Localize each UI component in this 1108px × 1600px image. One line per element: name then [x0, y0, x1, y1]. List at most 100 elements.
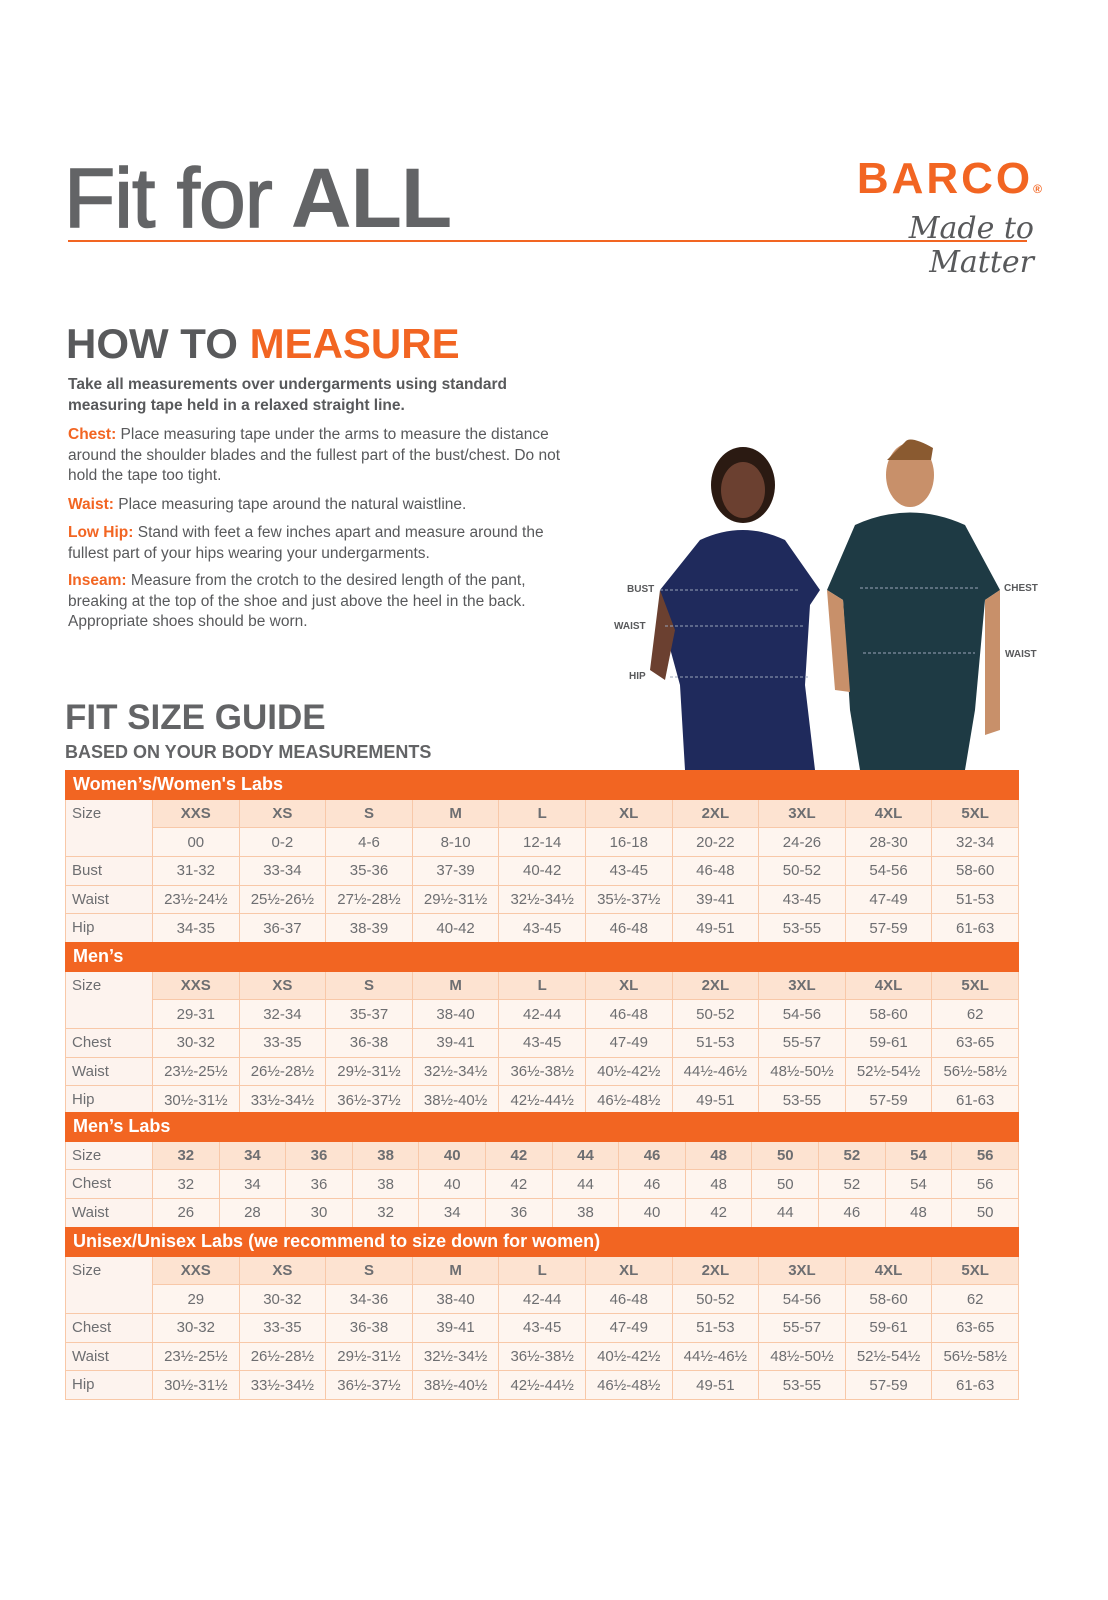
term: Chest:: [68, 426, 117, 443]
size-cell: 52: [818, 1140, 886, 1171]
size-cell: M: [411, 1255, 500, 1286]
value-cell: 57-59: [844, 1085, 933, 1116]
value-cell: 32: [152, 1169, 220, 1200]
size-cell: L: [498, 1255, 586, 1286]
value-cell: 44: [751, 1198, 820, 1228]
value-cell: 56: [951, 1169, 1019, 1200]
alt-size-cell: 00: [152, 827, 240, 858]
size-row: Size XXS XS S M L XL 2XL 3XL 4XL 5XL: [65, 970, 1019, 1030]
alt-size-cell: 32-34: [931, 827, 1019, 858]
size-cell: M: [411, 970, 500, 1001]
alt-size-row: 29 30-32 34-36 38-40 42-44 46-48 50-52 54-56 58-…: [66, 1284, 1019, 1315]
value-cell: 57-59: [844, 1370, 933, 1401]
models-figure: BUST WAIST HIP CHEST WAIST: [614, 439, 1038, 770]
value-cell: 30-32: [152, 1028, 240, 1058]
size-cell: XS: [238, 1255, 327, 1286]
measure-intro: Take all measurements over undergarments…: [68, 376, 508, 414]
alt-size-cell: 54-56: [758, 1284, 846, 1315]
table-row: Chest 30-32 33-35 36-38 39-41 43-45 47-49 51-53…: [65, 1028, 1019, 1058]
alt-size-cell: 16-18: [584, 827, 673, 858]
value-cell: 40-42: [498, 856, 586, 886]
value-cell: 23½-25½: [152, 1341, 240, 1372]
value-cell: 34-35: [152, 913, 240, 944]
alt-size-cell: 46-48: [584, 999, 673, 1030]
value-cell: 36: [285, 1169, 353, 1200]
value-cell: 23½-24½: [152, 884, 240, 915]
value-cell: 43-45: [758, 884, 846, 915]
size-cell: XXS: [152, 798, 240, 829]
size-cell: 5XL: [931, 798, 1019, 829]
value-cell: 33-35: [238, 1028, 327, 1058]
value-cell: 33-35: [238, 1313, 327, 1343]
value-cell: 36½-38½: [498, 1056, 586, 1087]
value-cell: 52½-54½: [844, 1341, 933, 1372]
alt-size-cell: 38-40: [411, 999, 500, 1030]
value-cell: 36-38: [325, 1313, 413, 1343]
alt-size-cell: 8-10: [411, 827, 500, 858]
value-cell: 57-59: [844, 913, 933, 944]
alt-size-row: 00 0-2 4-6 8-10 12-14 16-18 20-22 24-26 28-30 32-…: [66, 827, 1019, 858]
value-cell: 26: [152, 1198, 220, 1228]
value-cell: 42½-44½: [498, 1085, 586, 1116]
size-cell: 38: [351, 1140, 420, 1171]
size-cell: L: [498, 798, 586, 829]
value-cell: 34: [218, 1169, 287, 1200]
table-row: Hip 34-35 36-37 38-39 40-42 43-45 46-48 49-51 53…: [65, 913, 1019, 944]
size-cell: 36: [285, 1140, 353, 1171]
value-cell: 61-63: [931, 1370, 1019, 1401]
value-cell: 35½-37½: [584, 884, 673, 915]
alt-size-cell: 20-22: [671, 827, 760, 858]
row-label: Chest: [65, 1028, 153, 1058]
size-cell: 2XL: [671, 970, 760, 1001]
row-label: Waist: [65, 884, 153, 915]
value-cell: 27½-28½: [325, 884, 413, 915]
value-cell: 44: [551, 1169, 620, 1200]
value-cell: 55-57: [758, 1028, 846, 1058]
value-cell: 49-51: [671, 1085, 760, 1116]
value-cell: 50: [751, 1169, 820, 1200]
size-row: Size XXS XS S M L XL 2XL 3XL 4XL 5XL: [65, 1255, 1019, 1315]
row-label: Hip: [65, 1085, 153, 1116]
value-cell: 40-42: [411, 913, 500, 944]
value-cell: 33-34: [238, 856, 327, 886]
table-row: Waist 23½-25½ 26½-28½ 29½-31½ 32½-34½ 36½-38½…: [65, 1341, 1019, 1372]
size-cell: XS: [238, 970, 327, 1001]
table-row: Hip 30½-31½ 33½-34½ 36½-37½ 38½-40½ 42½-44½ 46…: [65, 1085, 1019, 1116]
value-cell: 43-45: [584, 856, 673, 886]
size-cell: 32: [152, 1140, 220, 1171]
value-cell: 32½-34½: [498, 884, 586, 915]
value-cell: 55-57: [758, 1313, 846, 1343]
term: Low Hip:: [68, 524, 134, 541]
alt-size-cell: 28-30: [844, 827, 933, 858]
value-cell: 56½-58½: [931, 1056, 1019, 1087]
size-cell: 4XL: [844, 798, 933, 829]
value-cell: 46½-48½: [584, 1085, 673, 1116]
description: Place measuring tape under the arms to m…: [68, 426, 561, 484]
size-cell: 56: [951, 1140, 1019, 1171]
alt-size-cell: 12-14: [498, 827, 586, 858]
row-label: Chest: [65, 1313, 153, 1343]
alt-size-cell: 24-26: [758, 827, 846, 858]
value-cell: 34: [418, 1198, 487, 1228]
value-cell: 36½-38½: [498, 1341, 586, 1372]
size-cell: S: [325, 798, 413, 829]
value-cell: 38½-40½: [411, 1085, 500, 1116]
value-cell: 46: [818, 1198, 886, 1228]
size-cell: M: [411, 798, 500, 829]
page-title: Fit for ALL: [63, 150, 452, 247]
value-cell: 30½-31½: [152, 1370, 240, 1401]
value-cell: 30: [285, 1198, 353, 1228]
value-cell: 31-32: [152, 856, 240, 886]
value-cell: 39-41: [411, 1313, 500, 1343]
value-cell: 42: [684, 1198, 753, 1228]
size-table: Women’s/Women's Labs Size XXS XS S M L XL 2XL 3XL…: [65, 770, 1019, 944]
value-cell: 42½-44½: [498, 1370, 586, 1401]
value-cell: 58-60: [931, 856, 1019, 886]
row-label: Size: [65, 798, 153, 858]
value-cell: 37-39: [411, 856, 500, 886]
description: Place measuring tape around the natural …: [118, 496, 467, 513]
how-to-measure-heading: HOW TO MEASURE: [66, 320, 460, 368]
alt-size-cell: 29-31: [152, 999, 240, 1030]
value-cell: 61-63: [931, 1085, 1019, 1116]
row-label: Bust: [65, 856, 153, 886]
